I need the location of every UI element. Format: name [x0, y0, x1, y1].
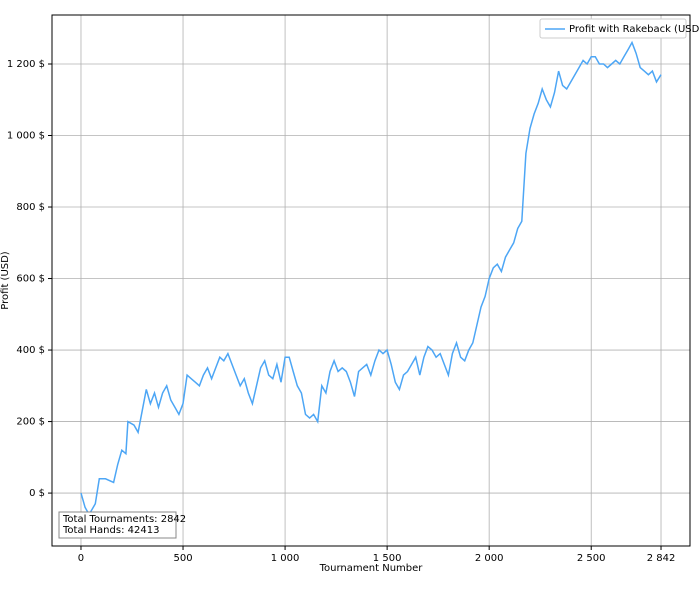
- y-tick-label: 600 $: [16, 274, 45, 285]
- x-tick-label: 1 500: [373, 553, 402, 564]
- x-tick-label: 2 000: [475, 553, 504, 564]
- x-tick-label: 2 500: [577, 553, 606, 564]
- data-line: [80, 40, 662, 517]
- y-axis-label: Profit (USD): [0, 251, 11, 310]
- y-tick-label: 400 $: [16, 345, 45, 356]
- annotation: Total Hands: 42413: [62, 525, 159, 536]
- legend-label: Profit with Rakeback (USD): [569, 24, 700, 35]
- x-tick-label: 2 842: [647, 553, 676, 564]
- x-axis-label: Tournament Number: [319, 563, 424, 574]
- legend-box: [539, 18, 687, 39]
- annotation-box: [58, 511, 177, 539]
- y-tick-label: 200 $: [16, 417, 45, 428]
- y-tick-label: 0 $: [29, 488, 45, 499]
- y-tick-label: 800 $: [16, 202, 45, 213]
- annotation: Total Tournaments: 2842: [62, 514, 186, 525]
- x-tick-label: 500: [173, 553, 192, 564]
- plot-frame: [51, 14, 691, 547]
- y-tick-label: 1 000 $: [7, 131, 45, 142]
- x-tick-label: 0: [78, 553, 84, 564]
- y-tick-label: 1 200 $: [7, 59, 45, 70]
- x-tick-label: 1 000: [271, 553, 300, 564]
